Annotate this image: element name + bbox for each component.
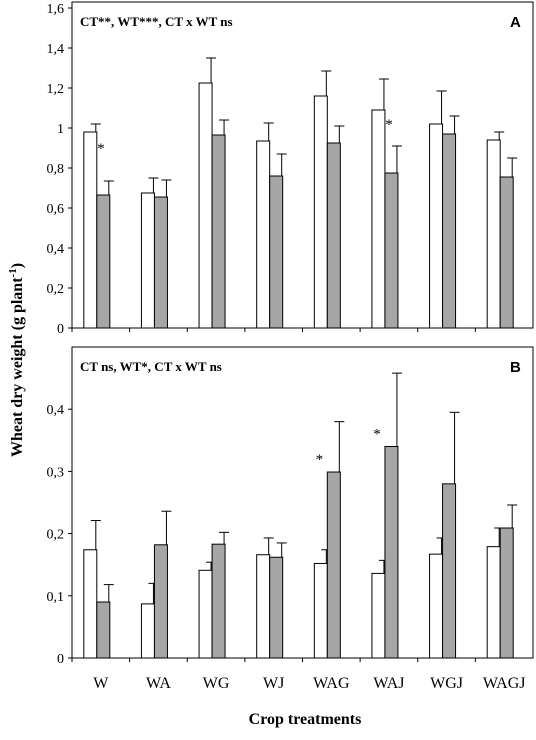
x-tick-label: W [93, 675, 109, 692]
y-axis-title-superscript: -1 [7, 268, 19, 277]
bar [153, 196, 168, 329]
x-axis-title: Crop treatments [249, 711, 362, 728]
x-tick-label: WA [146, 675, 171, 692]
bar [313, 562, 328, 659]
stats-text: CT**, WT***, CT x WT ns [80, 14, 233, 29]
y-tick-label: 0,6 [47, 202, 65, 217]
panel-label: A [510, 14, 521, 31]
significance-marker: * [373, 427, 381, 443]
bar [198, 82, 213, 329]
bar [83, 549, 98, 659]
y-tick-label: 0 [57, 652, 64, 667]
significance-marker: * [97, 141, 105, 157]
bar [486, 546, 501, 659]
panel-a: 0 0,2 0,4 0,6 0,8 1 1,2 1,4 1,6 CT**, WT***, CT x… [47, 1, 534, 337]
bar [96, 194, 111, 329]
bar [96, 601, 111, 659]
bar [442, 133, 457, 329]
x-tick-label: WG [203, 675, 230, 692]
bar [211, 543, 226, 659]
bar [269, 556, 284, 659]
bar [371, 109, 386, 329]
bar [211, 134, 226, 329]
bar [326, 142, 341, 329]
x-tick-label: WAJ [373, 675, 404, 692]
bar [486, 139, 501, 329]
y-tick-label: 1,4 [47, 42, 65, 57]
bar [83, 131, 98, 329]
y-tick-label: 0,2 [47, 528, 65, 543]
panel-b: 0 0,1 0,2 0,3 0,4 CT ns, WT*, CT x WT ns B W WA W… [47, 346, 534, 692]
y-axis-title-close: ) [9, 263, 26, 268]
y-tick-label: 0,4 [47, 242, 65, 257]
significance-marker: * [316, 452, 324, 468]
bar [140, 603, 155, 659]
y-tick-label: 0,4 [47, 403, 65, 418]
y-tick-label: 0,3 [47, 465, 65, 480]
bar [269, 175, 284, 329]
y-tick-label: 1,6 [47, 2, 65, 17]
stats-text: CT ns, WT*, CT x WT ns [80, 359, 222, 374]
bar [371, 572, 386, 659]
x-tick-label: WJ [263, 675, 284, 692]
y-tick-label: 0,1 [47, 590, 65, 605]
y-tick-label: 0,8 [47, 162, 65, 177]
y-tick-label: 1 [57, 122, 64, 137]
bar [442, 483, 457, 659]
bar [153, 544, 168, 659]
bar [326, 471, 341, 659]
bar [256, 140, 271, 329]
bar [429, 553, 444, 659]
y-axis-title: Wheat dry weight (g plant-1) [7, 263, 26, 457]
x-tick-label: WAG [313, 675, 350, 692]
bar [313, 95, 328, 329]
y-tick-label: 1,2 [47, 82, 65, 97]
panel-label: B [510, 359, 521, 376]
bar [499, 176, 514, 329]
bar [256, 554, 271, 659]
bar [429, 123, 444, 329]
x-tick-label: WGJ [430, 675, 463, 692]
bar [499, 527, 514, 659]
bar [198, 569, 213, 659]
bar [140, 192, 155, 329]
y-axis-title-text: Wheat dry weight (g plant [9, 277, 26, 457]
bar [384, 172, 399, 329]
y-tick-label: 0 [57, 322, 64, 337]
bar [384, 446, 399, 659]
x-tick-label: WAGJ [483, 675, 526, 692]
significance-marker: * [385, 117, 393, 133]
y-tick-label: 0,2 [47, 282, 65, 297]
